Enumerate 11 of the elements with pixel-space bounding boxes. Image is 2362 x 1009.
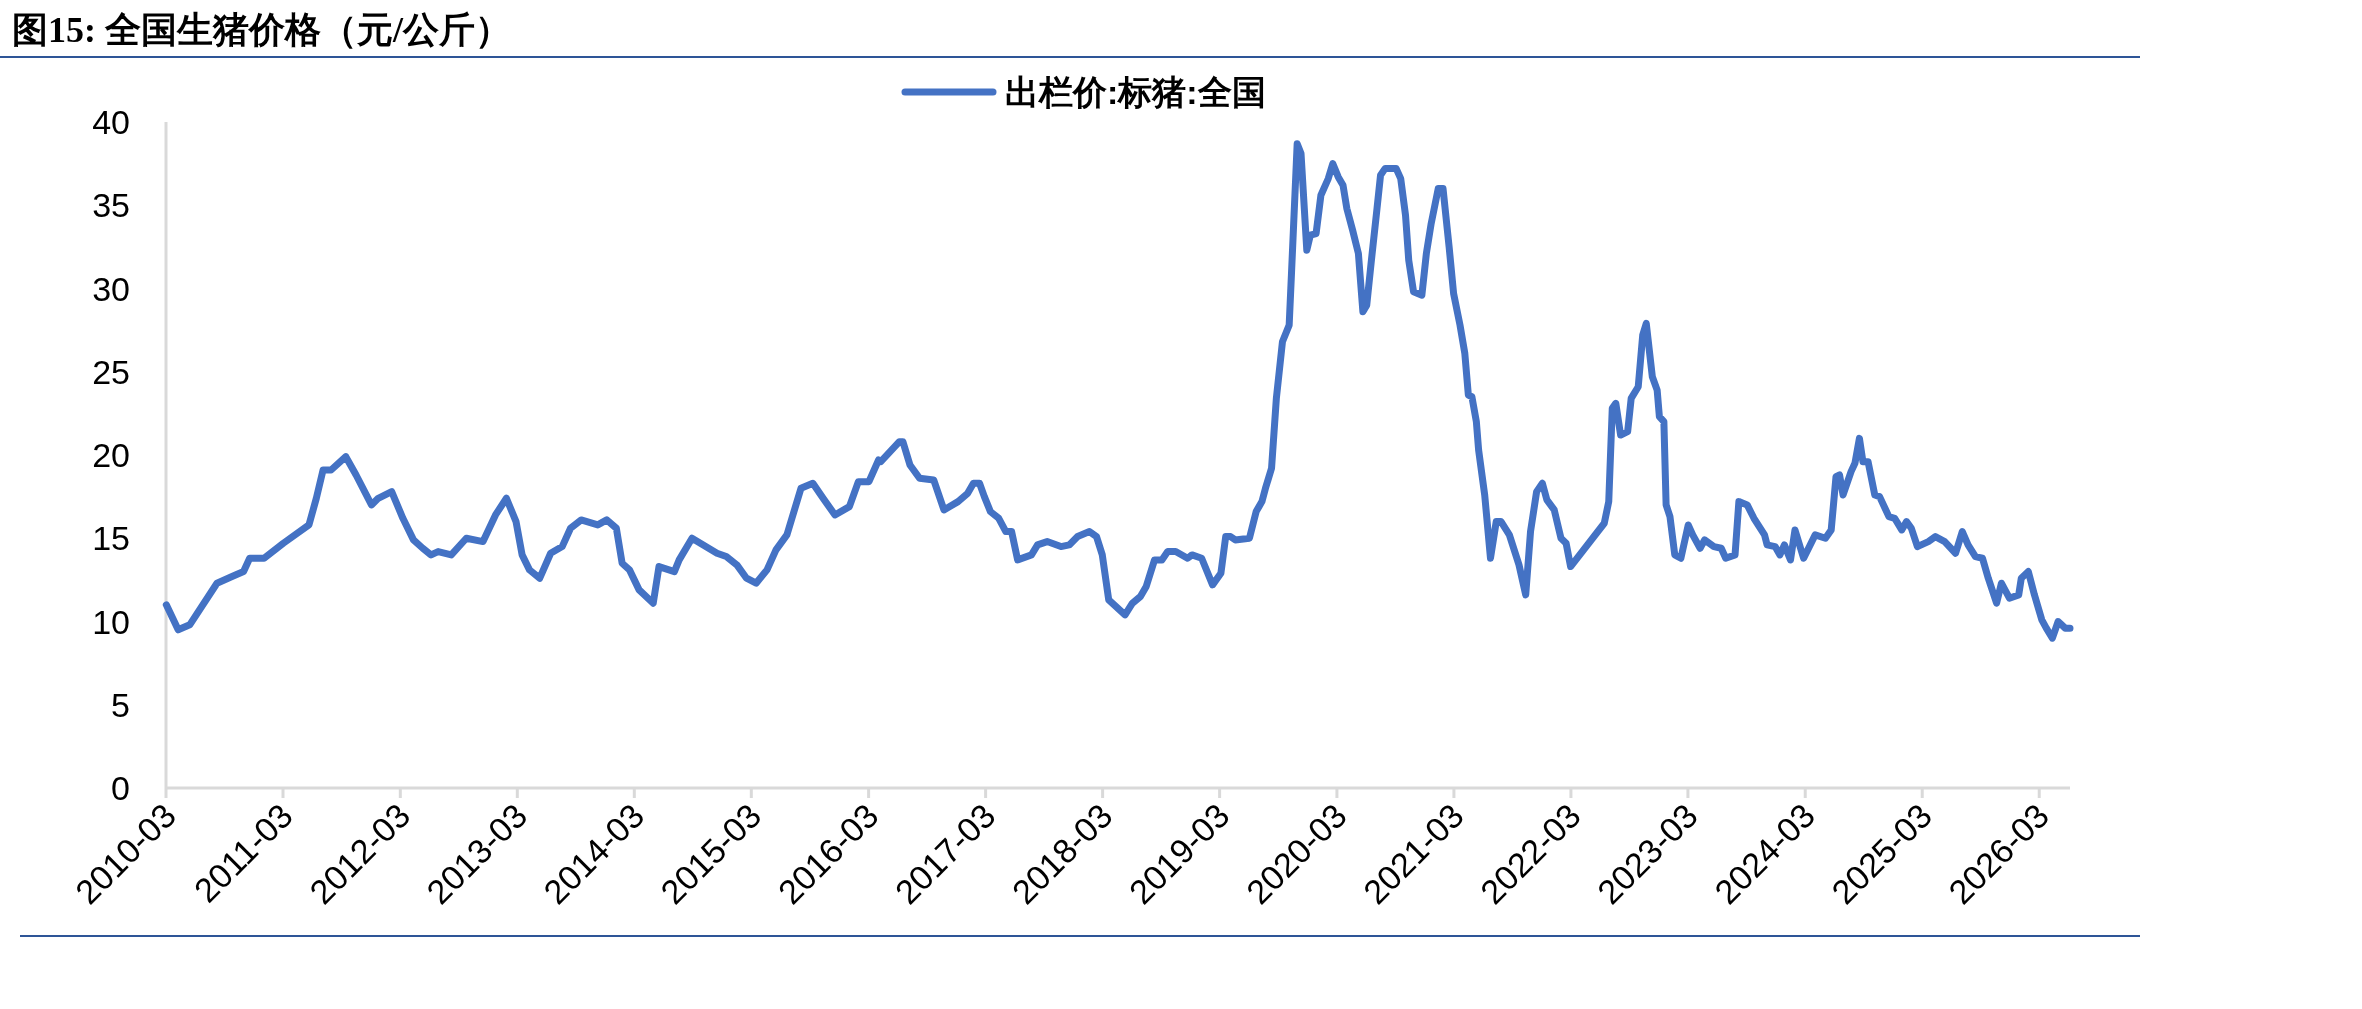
y-tick-label: 20: [92, 436, 130, 474]
y-tick-label: 30: [92, 269, 130, 308]
y-tick-label: 35: [92, 186, 130, 225]
y-tick-label: 10: [92, 602, 130, 641]
legend-label: 出栏价:标猪:全国: [1005, 73, 1266, 111]
y-tick-label: 40: [92, 103, 130, 141]
y-tick-label: 25: [92, 352, 130, 391]
y-tick-label: 5: [111, 685, 130, 724]
y-tick-label: 15: [92, 519, 130, 558]
chart-title: 图15: 全国生猪价格（元/公斤）: [12, 10, 511, 50]
y-tick-label: 0: [111, 769, 130, 807]
